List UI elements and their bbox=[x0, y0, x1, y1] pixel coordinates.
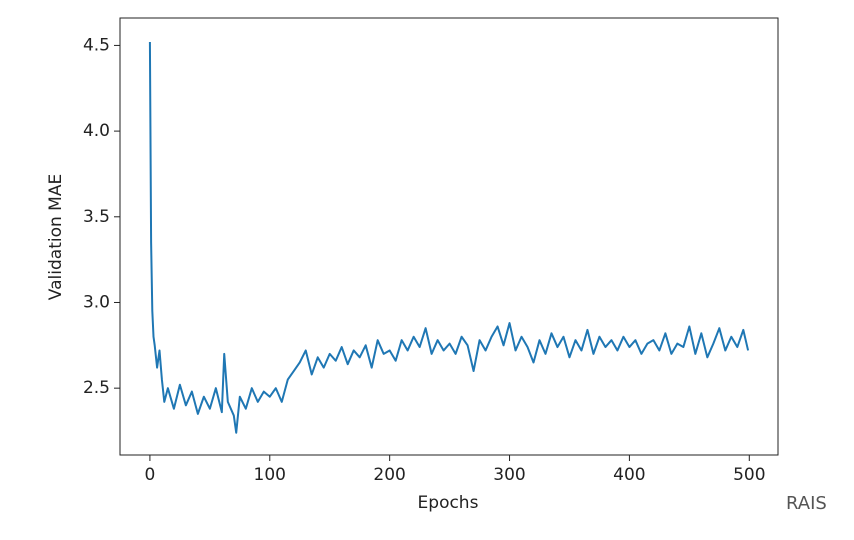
x-tick-label: 400 bbox=[613, 465, 645, 485]
y-axis-label: Validation MAE bbox=[46, 174, 66, 300]
x-tick-label: 500 bbox=[733, 465, 765, 485]
y-tick-label: 4.0 bbox=[83, 121, 110, 141]
y-tick-label: 4.5 bbox=[83, 35, 110, 55]
y-tick-label: 3.5 bbox=[83, 207, 110, 227]
data-line bbox=[148, 41, 750, 434]
x-tick-label: 300 bbox=[493, 465, 525, 485]
watermark: RAIS bbox=[786, 493, 827, 514]
x-tick-label: 200 bbox=[373, 465, 405, 485]
x-tick-label: 0 bbox=[144, 465, 155, 485]
y-tick-label: 2.5 bbox=[83, 378, 110, 398]
plot-frame bbox=[119, 17, 779, 456]
x-axis-label: Epochs bbox=[418, 493, 479, 513]
y-tick-label: 3.0 bbox=[83, 292, 110, 312]
x-tick-label: 100 bbox=[254, 465, 286, 485]
